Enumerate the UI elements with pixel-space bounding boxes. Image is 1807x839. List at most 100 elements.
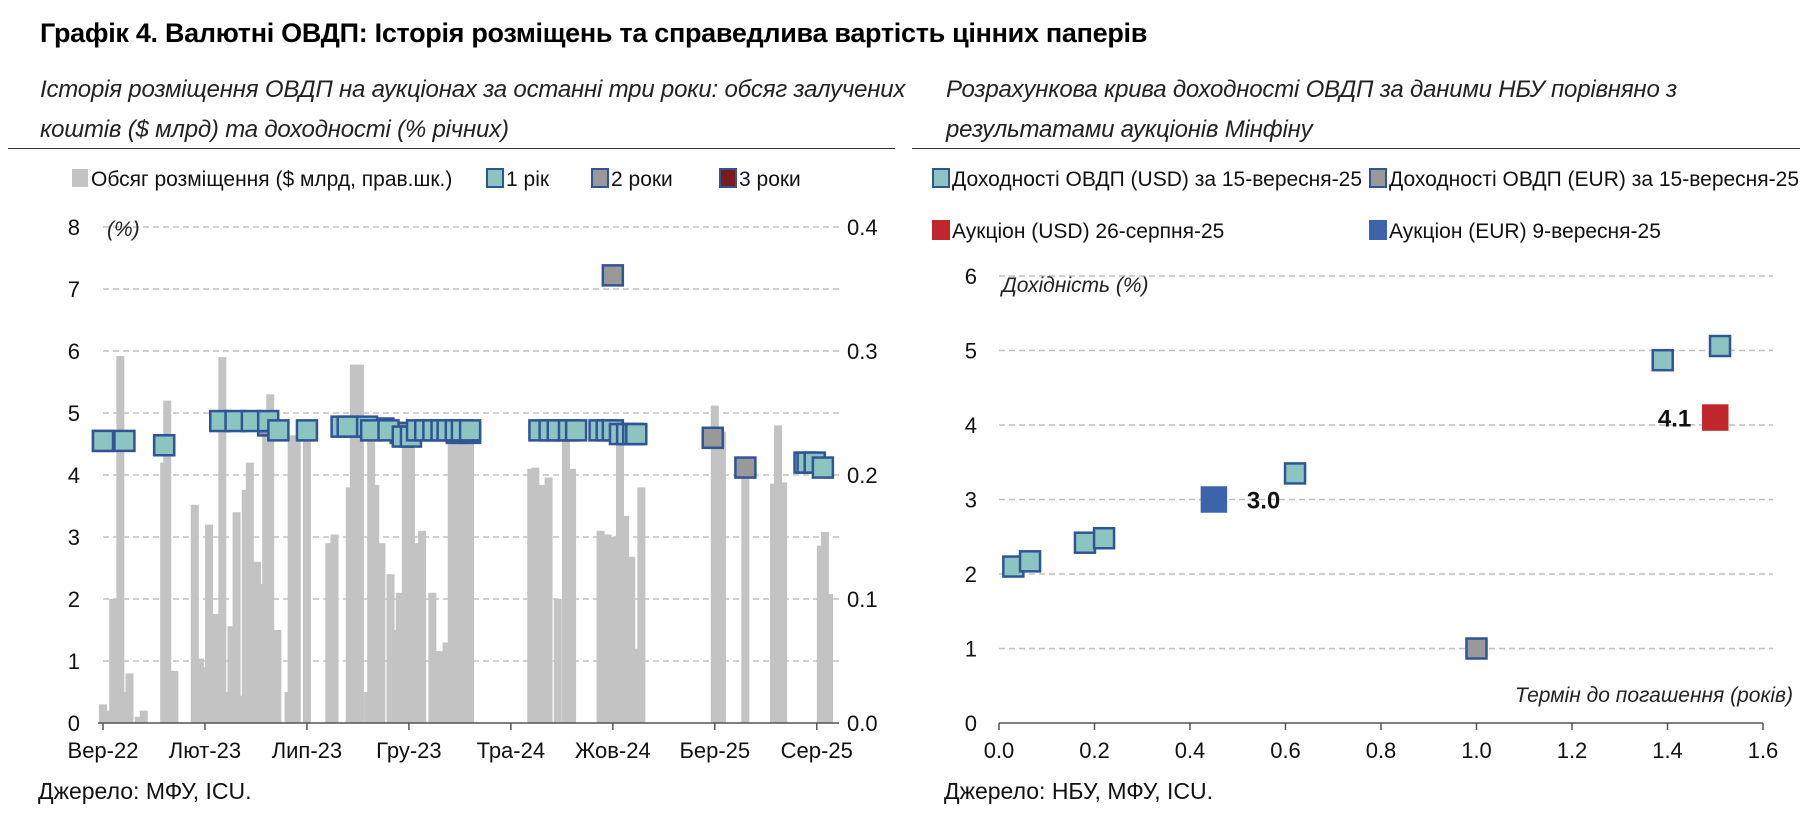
volume-bar — [627, 556, 636, 723]
volume-bar — [273, 630, 282, 723]
volume-bar — [637, 487, 646, 723]
y-left-tick-label: 8 — [68, 215, 80, 240]
y-left-tick-label: 4 — [68, 463, 80, 488]
x-tick-label: Бер-25 — [679, 738, 750, 763]
volume-bar — [447, 431, 456, 723]
volume-bar — [262, 425, 271, 723]
data-label-eur-auction: 3.0 — [1247, 488, 1280, 515]
y-tick-label: 2 — [965, 562, 977, 587]
volume-bar — [205, 524, 214, 723]
y-right-tick-label: 0.1 — [847, 587, 878, 612]
right-divider — [912, 148, 1800, 149]
marker-2-years — [734, 456, 757, 479]
figure-title: Графік 4. Валютні ОВДП: Історія розміщен… — [40, 18, 1148, 48]
y-left-tick-label: 3 — [68, 525, 80, 550]
legend-eur-yield-swatch — [1369, 168, 1387, 188]
volume-bar — [389, 630, 398, 723]
volume-bar — [218, 357, 227, 723]
volume-bar — [816, 545, 825, 723]
legend-1-year-label: 1 рік — [506, 168, 550, 191]
y-left-tick-label: 5 — [68, 401, 80, 426]
marker-2-years — [701, 426, 725, 450]
legend-usd-yield-swatch — [932, 168, 950, 188]
volume-bar — [466, 435, 475, 723]
legend-volume-label: Обсяг розміщення ($ млрд, прав.шк.) — [91, 168, 452, 191]
volume-bar — [412, 543, 421, 723]
volume-bar — [325, 543, 334, 723]
volume-bar — [212, 613, 221, 723]
volume-bar — [717, 431, 726, 723]
y-tick-label: 6 — [965, 264, 977, 289]
marker-usd-yield — [1018, 550, 1042, 573]
volume-bar — [568, 468, 577, 723]
volume-bar — [116, 355, 125, 723]
volume-bar — [825, 594, 833, 723]
volume-bar — [200, 667, 209, 723]
volume-bar — [561, 427, 570, 723]
x-tick-label: Лип-23 — [272, 738, 342, 763]
marker-usd-yield — [1092, 526, 1116, 550]
y-tick-label: 3 — [965, 488, 977, 513]
marker-1-year — [152, 433, 176, 457]
x-tick-label: Жов-24 — [575, 738, 651, 763]
volume-bar — [741, 475, 750, 723]
x-tick-label: Лют-23 — [169, 738, 241, 763]
x-tick-label: 0.2 — [1079, 738, 1110, 763]
volume-bar — [245, 462, 254, 723]
volume-bar — [377, 543, 386, 723]
marker-1-year — [625, 422, 648, 446]
y-left-tick-label: 1 — [68, 649, 80, 674]
volume-bar — [190, 504, 199, 723]
y-left-tick-label: 6 — [68, 339, 80, 364]
marker-1-year — [91, 429, 115, 453]
right-chart: 0 1 2 3 4 5 6 0.0 0.2 0.4 0.6 0.8 1.0 1.2 1.4 1.6 Дохідн… — [932, 168, 1799, 763]
y-right-tick-label: 0.0 — [847, 711, 878, 736]
volume-bar — [266, 394, 275, 723]
x-tick-label: 0.8 — [1366, 738, 1397, 763]
x-tick-label: 1.4 — [1652, 738, 1683, 763]
marker-1-year — [811, 456, 835, 479]
volume-bar — [236, 695, 245, 723]
volume-bar — [227, 626, 236, 723]
x-tick-label: Гру-23 — [376, 738, 441, 763]
y-right-tick-label: 0.3 — [847, 339, 878, 364]
x-axis-label: Термін до погашення (років) — [1515, 684, 1793, 707]
legend-volume-swatch — [72, 169, 88, 187]
x-tick-label: Вер-22 — [68, 738, 139, 763]
volume-bar — [371, 484, 380, 723]
volume-bar — [527, 468, 536, 723]
legend-usd-auction-label: Аукціон (USD) 26-серпня-25 — [952, 220, 1224, 243]
x-tick-label: Сер-25 — [781, 738, 853, 763]
left-subtitle: Історія розміщення ОВДП на аукціонах за … — [40, 70, 905, 150]
volume-bar — [355, 364, 364, 723]
right-source: Джерело: НБУ, МФУ, ICU. — [944, 778, 1214, 804]
marker-usd-auction — [1702, 404, 1729, 431]
marker-usd-yield — [1651, 348, 1674, 372]
right-subtitle-line-2: результатами аукціонів Мінфіну — [946, 116, 1313, 143]
legend-2-years-label: 2 роки — [611, 168, 673, 191]
y-left-tick-label: 7 — [68, 277, 80, 302]
left-subtitle-line-1: Історія розміщення ОВДП на аукціонах за … — [40, 76, 906, 103]
marker-usd-yield — [1073, 531, 1097, 554]
y-right-tick-label: 0.2 — [847, 463, 878, 488]
volume-bar — [710, 405, 719, 723]
left-chart: 0 1 2 3 4 5 6 7 8 0.0 0.1 0.2 0.3 0.4 (%) Вер-22 Лют-23 Л… — [68, 168, 878, 763]
legend-eur-auction-swatch — [1369, 220, 1387, 240]
marker-1-year — [336, 415, 359, 438]
volume-bar — [435, 651, 444, 723]
marker-1-year — [295, 419, 319, 442]
y-left-tick-label: 0 — [68, 711, 80, 736]
y-axis-label: (%) — [107, 218, 140, 241]
marker-usd-yield — [1708, 334, 1732, 358]
marker-1-year — [113, 429, 136, 453]
volume-bar — [632, 648, 641, 723]
legend-3-years-swatch — [719, 168, 737, 188]
volume-bar — [302, 427, 311, 723]
marker-2-years — [601, 264, 625, 287]
volume-bar — [134, 716, 143, 723]
marker-usd-yield — [1283, 462, 1307, 485]
volume-bar — [774, 425, 783, 723]
y-tick-label: 1 — [965, 637, 977, 662]
volume-bar — [287, 435, 296, 723]
legend-usd-yield-label: Доходності ОВДП (USD) за 15-вересня-25 — [952, 168, 1362, 191]
